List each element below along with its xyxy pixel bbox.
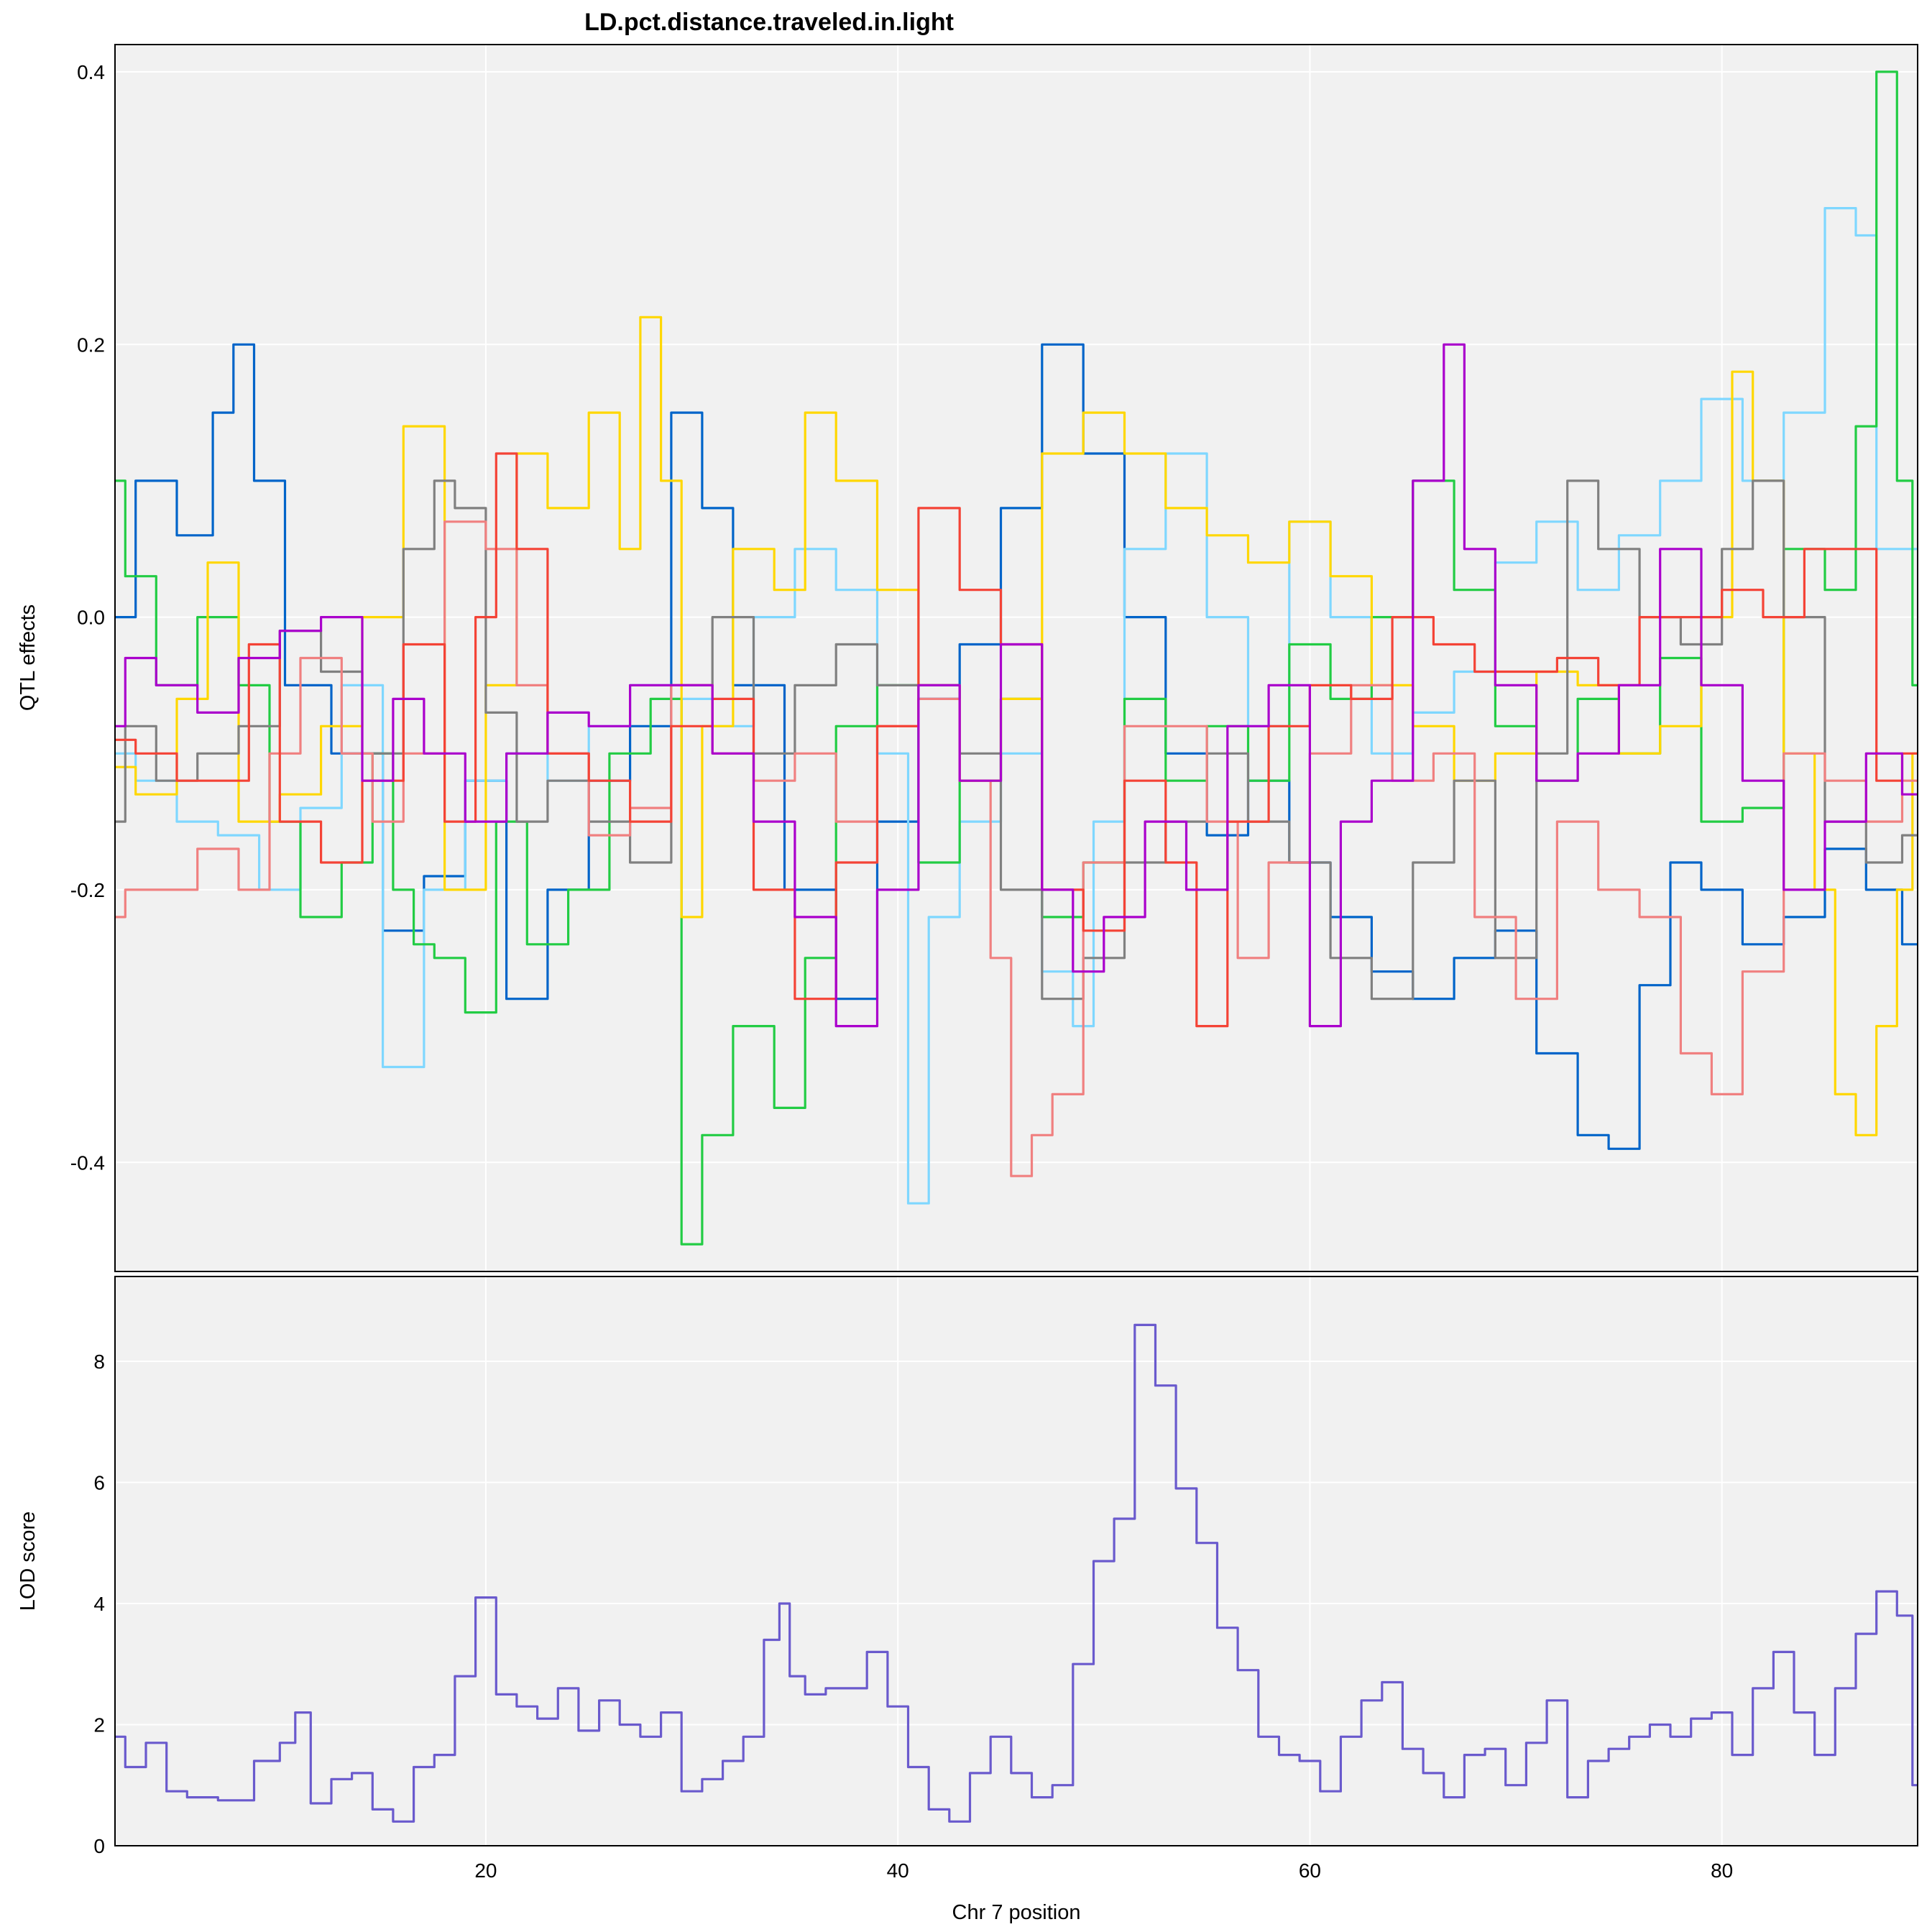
- effects-series-line-6: [115, 520, 1918, 1177]
- effects-panel: -0.4 -0.2 0.0 0.2 0.4 QTL effects: [17, 44, 1918, 1272]
- lod-plot-background: [115, 1276, 1918, 1846]
- effects-series-line-7: [115, 452, 1918, 1028]
- x-tick-labels: 20 40 60 80: [474, 1859, 1733, 1882]
- effects-series-group: [115, 70, 1918, 1246]
- effects-series-line-5: [115, 479, 1918, 1000]
- chart-title: LD.pct.distance.traveled.in.light: [584, 9, 954, 36]
- lod-panel: 0 2 4 6 8 20 40 60 80 LOD score Chr 7 position: [17, 1276, 1918, 1924]
- lod-y-tick-label: 0: [93, 1835, 105, 1857]
- lod-series-group: [115, 1323, 1918, 1823]
- lod-y-tick-labels: 0 2 4 6 8: [93, 1351, 105, 1857]
- effects-y-tick-label: -0.4: [70, 1151, 105, 1174]
- effects-y-tick-label: 0.4: [77, 61, 105, 83]
- lod-y-tick-label: 8: [93, 1351, 105, 1373]
- effects-y-tick-label: 0.0: [77, 607, 105, 629]
- effects-y-tick-label: -0.2: [70, 879, 105, 901]
- effects-series-line-8: [115, 343, 1918, 1028]
- lod-y-axis-label: LOD score: [17, 1512, 40, 1611]
- x-axis-label: Chr 7 position: [952, 1901, 1081, 1924]
- effects-plot-frame: [114, 44, 1918, 1272]
- lod-plot-frame: [114, 1276, 1918, 1846]
- effects-y-tick-labels: -0.4 -0.2 0.0 0.2 0.4: [70, 61, 105, 1174]
- lod-y-tick-label: 6: [93, 1471, 105, 1494]
- x-tick-label: 80: [1711, 1859, 1733, 1882]
- effects-series-line-4: [115, 316, 1918, 1136]
- x-tick-label: 20: [474, 1859, 497, 1882]
- lod-series-line-1: [115, 1323, 1918, 1823]
- effects-plot-background: [115, 45, 1918, 1271]
- effects-y-tick-label: 0.2: [77, 334, 105, 356]
- x-tick-label: 40: [887, 1859, 909, 1882]
- effects-y-axis-label: QTL effects: [17, 604, 40, 711]
- lod-y-tick-label: 2: [93, 1714, 105, 1736]
- lod-y-tick-label: 4: [93, 1593, 105, 1615]
- x-tick-label: 60: [1299, 1859, 1321, 1882]
